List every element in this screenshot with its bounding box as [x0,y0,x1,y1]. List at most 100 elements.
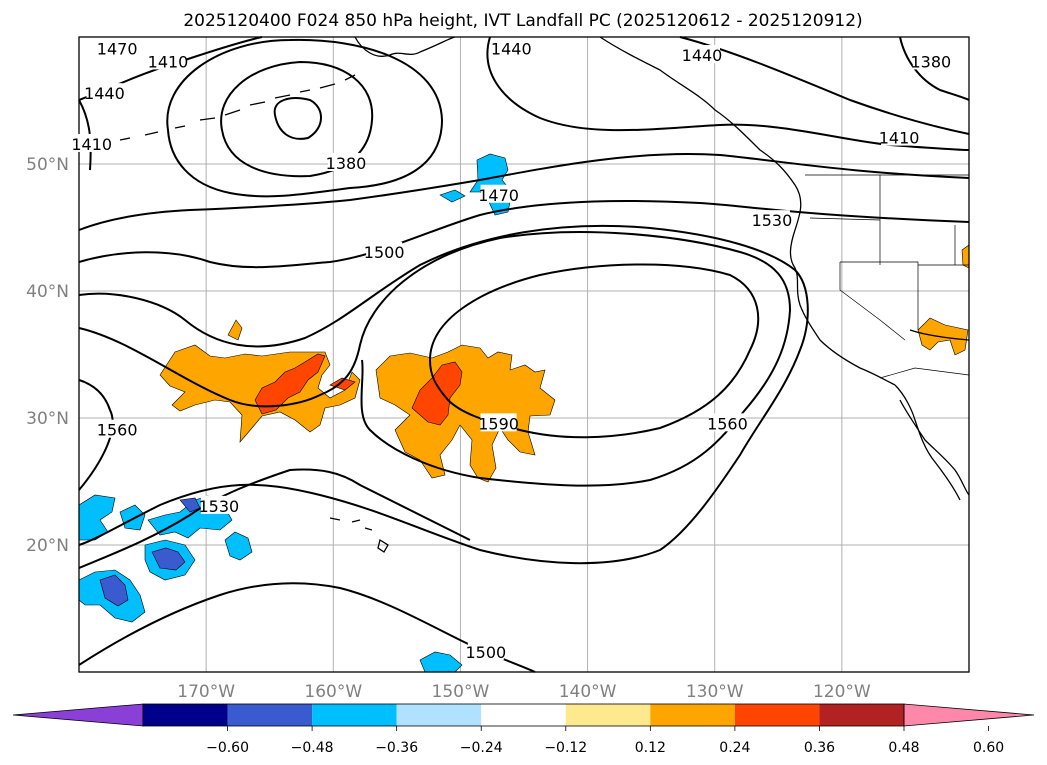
baja-california [894,384,970,501]
colorbar-tick-label: −0.60 [206,740,249,756]
lon-tick-label: 120°W [813,682,871,702]
lon-tick-label: 160°W [304,682,362,702]
latitude-ticks: 20°N 30°N 40°N 50°N [26,155,69,556]
contour-north-1380-east [899,36,970,101]
lon-tick-label: 130°W [686,682,744,702]
contour-label-background [328,153,364,171]
colorbar-swatch [312,704,397,726]
coastlines [119,36,970,553]
contour-label-background [200,495,237,514]
contour-label: 1530 [198,497,239,516]
colorbar-tick-label: −0.36 [375,740,418,756]
longitude-ticks: 170°W 160°W 150°W 140°W 130°W 120°W [177,682,871,702]
lon-tick-label: 150°W [432,682,490,702]
colorbar-tick-label: 0.60 [973,740,1004,756]
contour-label: 1500 [364,243,405,262]
contour-label-background [684,45,720,64]
colorbar-tick-label: 0.36 [804,740,835,756]
ivt-positive-region-central [375,344,556,483]
lat-tick-label: 50°N [26,155,69,175]
contour-label-background [86,83,123,102]
contour-1530 [78,224,809,565]
ivt-negative-region-north-small [439,189,466,203]
colorbar-frame [142,703,905,727]
contour-label-background [912,51,949,70]
aleutian-islands [119,74,356,141]
contour-1530-south [78,468,471,569]
contour-label-background [73,133,110,152]
contour-label: 1440 [682,46,723,65]
colorbar-swatch [227,704,313,726]
contour-label-background [753,210,790,229]
contour-label-background [99,419,136,438]
hawaii-islands [329,517,389,553]
colorbar-tick-label: 0.24 [719,740,750,756]
contour-label: 1380 [326,154,367,173]
contour-label: 1440 [491,40,532,59]
colorbar-swatch [650,704,735,726]
colorbar-swatch [819,704,904,726]
colorbar: −0.60 −0.48 −0.36 −0.24 −0.12 0.12 0.24 0.36 0.4… [12,703,1035,756]
contour-label: 1410 [148,52,189,71]
state-boundaries [809,175,969,341]
colorbar-extend-high [903,703,1035,727]
contour-north-1410-east [679,36,970,135]
us-west-coast [789,229,896,386]
political-borders [805,174,970,379]
contour-label-background [480,184,517,203]
contour-label: 1470 [478,186,519,205]
contour-label: 1470 [97,40,138,59]
contour-label: 1560 [707,414,748,433]
map-background [79,37,969,672]
contour-label-background [493,38,530,57]
contour-label-background [480,413,517,432]
contour-label: 1440 [84,84,125,103]
contour-label-background [709,413,746,432]
contour-label-background [99,38,136,57]
colorbar-swatch [143,704,228,726]
ivt-positive-region-small [227,319,243,341]
ivt-negative-region-southwest [78,494,463,673]
colorbar-swatch [565,704,651,726]
contour-label-background [881,127,918,146]
colorbar-swatch [734,704,820,726]
gulf-of-alaska-coast [599,36,802,231]
contour-label: 1500 [465,643,506,662]
colorbar-swatch [396,704,482,726]
contour-label-background [467,641,504,660]
contour-low-inner [220,60,374,178]
lat-tick-label: 20°N [26,536,69,556]
colorbar-extend-low [12,703,144,727]
contour-1590 [428,263,760,439]
colorbar-tick-label: −0.12 [544,740,587,756]
colorbar-tick-label: 0.12 [635,740,666,756]
contour-low-center [273,97,322,140]
map-frame [78,36,970,673]
contour-label: 1410 [71,135,112,154]
contour-label-background [366,241,403,260]
lon-tick-label: 170°W [177,682,235,702]
contour-low-middle [166,38,444,198]
contour-label-background [150,51,186,70]
contour-label: 1410 [879,129,920,148]
contour-1410-west [78,99,92,171]
contour-label: 1560 [97,421,138,440]
contour-label: 1590 [478,414,519,433]
contour-labels: 1470 1410 1440 1410 1380 1440 1440 1380 1410 1470… [71,38,951,662]
figure-title: 2025120400 F024 850 hPa height, IVT Land… [183,11,862,31]
contour-1500 [78,200,970,269]
alaska-coast [354,36,456,57]
lat-tick-label: 30°N [26,409,69,429]
colorbar-tick-label: −0.24 [460,740,503,756]
contour-1470 [78,153,970,231]
mexico-coast [909,329,970,341]
contour-1560 [78,231,792,491]
lon-tick-label: 140°W [559,682,617,702]
contour-label: 1530 [752,211,793,230]
ivt-shading [78,153,970,673]
height-contours [78,36,970,673]
colorbar-tick-label: 0.48 [888,740,919,756]
contour-label: 1380 [910,52,951,71]
colorbar-tick-label: −0.48 [291,740,334,756]
